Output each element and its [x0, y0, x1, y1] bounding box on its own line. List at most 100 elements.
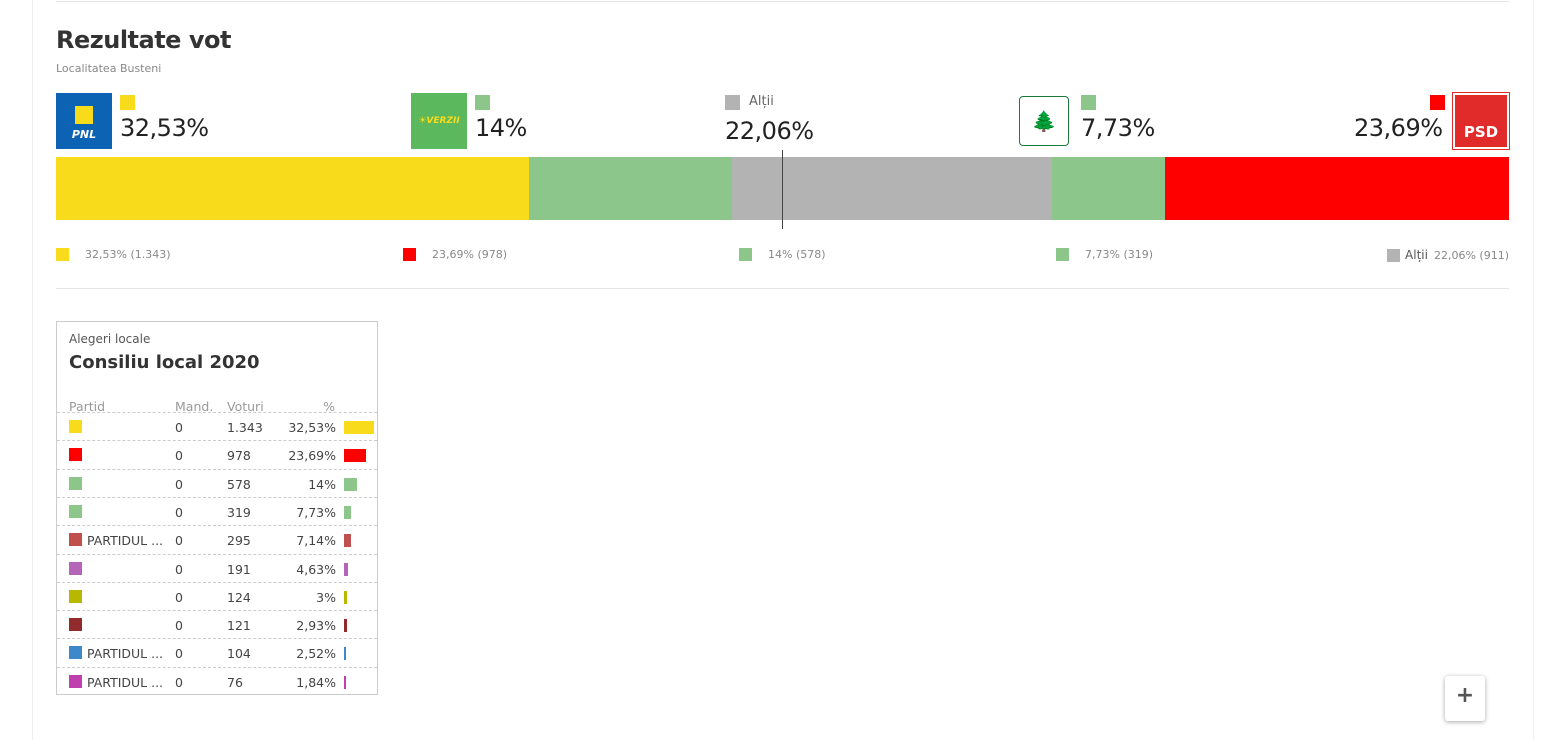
bar-segment[interactable] [1164, 157, 1509, 220]
votes: 578 [227, 476, 251, 492]
zoom-in-button[interactable]: + [1445, 676, 1485, 721]
page-subtitle: Localitatea Busteni [56, 62, 162, 75]
legend-swatch [403, 248, 416, 261]
party-name: PARTIDUL ... [87, 533, 164, 549]
party-swatch [69, 589, 82, 603]
legend-value: 22,06% (911) [1433, 248, 1509, 262]
altii-percent: 22,06% [725, 117, 814, 145]
table-row[interactable]: 0 124 3% [57, 581, 377, 610]
table-row[interactable]: 0 1.343 32,53% [57, 412, 377, 440]
party-swatch [69, 476, 82, 490]
psd-percent: 23,69% [1354, 114, 1443, 142]
party-swatch [69, 533, 82, 547]
percent-bar [344, 590, 347, 604]
mandates: 0 [175, 646, 183, 662]
percent: 7,14% [296, 533, 336, 549]
table-row[interactable]: 0 191 4,63% [57, 553, 377, 582]
verzii-percent: 14% [475, 114, 527, 142]
mandates: 0 [175, 674, 183, 690]
legend-item: 32,53% (1.343) [56, 248, 171, 261]
mandates: 0 [175, 476, 183, 492]
divider [56, 288, 1509, 289]
table-row[interactable]: 0 121 2,93% [57, 610, 377, 638]
pnl-logo: PNL [56, 93, 112, 149]
mandates: 0 [175, 448, 183, 464]
votes: 319 [227, 504, 251, 520]
table-row[interactable]: PARTIDUL ... 0 104 2,52% [57, 638, 377, 666]
legend-item: Alții 22,06% (911) [1387, 248, 1509, 262]
table-row[interactable]: 0 978 23,69% [57, 440, 377, 468]
table-row[interactable]: 0 319 7,73% [57, 496, 377, 525]
legend-swatch [1387, 248, 1401, 262]
percent-bar [344, 534, 351, 548]
party-name: PARTIDUL ... [87, 646, 164, 662]
percent: 32,53% [288, 420, 336, 435]
percent: 1,84% [296, 674, 336, 690]
party-swatch [69, 420, 82, 433]
majority-marker [782, 150, 783, 229]
percent-bar [344, 619, 347, 633]
votes: 1.343 [227, 420, 263, 435]
percent: 2,93% [296, 618, 336, 634]
col-voturi: Voturi [227, 399, 264, 414]
legend-label: Alții [1405, 248, 1428, 262]
legend-swatch [56, 248, 69, 261]
table-row[interactable]: 0 578 14% [57, 468, 377, 497]
legend-value: 7,73% (319) [1085, 248, 1154, 261]
per-logo: 🌲 [1019, 96, 1069, 146]
election-title: Consiliu local 2020 [69, 352, 260, 373]
mandates: 0 [175, 618, 183, 634]
legend-swatch [739, 248, 752, 261]
percent: 3% [316, 589, 336, 605]
legend-value: 32,53% (1.343) [85, 248, 171, 261]
page-frame [32, 0, 1534, 740]
legend-item: 14% (578) [739, 248, 826, 261]
col-pct: % [323, 399, 335, 414]
percent: 14% [308, 476, 336, 492]
percent-bar [344, 421, 374, 434]
verzii-logo: ☀VERZII [411, 93, 467, 149]
votes: 191 [227, 561, 251, 577]
psd-logo: PSD [1452, 92, 1510, 150]
party-swatch [69, 448, 82, 462]
percent-bar [344, 675, 346, 689]
votes: 121 [227, 618, 251, 634]
altii-color-swatch [725, 95, 740, 110]
percent: 23,69% [288, 448, 336, 464]
pnl-percent: 32,53% [120, 114, 209, 142]
col-mand: Mand. [175, 399, 214, 414]
party-swatch [69, 674, 82, 688]
bar-segment[interactable] [1052, 157, 1165, 220]
votes: 104 [227, 646, 251, 662]
percent-bar [344, 562, 349, 576]
legend-value: 23,69% (978) [432, 248, 508, 261]
psd-color-swatch [1430, 95, 1445, 110]
results-table-card: Alegeri locale Consiliu local 2020 Parti… [56, 321, 378, 695]
election-type: Alegeri locale [69, 332, 151, 346]
mandates: 0 [175, 533, 183, 549]
bar-segment[interactable] [732, 157, 1053, 220]
party-swatch [69, 504, 82, 518]
mandates: 0 [175, 589, 183, 605]
mandates: 0 [175, 504, 183, 520]
percent-bar [344, 647, 347, 661]
party-swatch [69, 561, 82, 575]
percent: 7,73% [296, 504, 336, 520]
bar-segment[interactable] [56, 157, 529, 220]
results-bar [56, 157, 1509, 220]
table-row[interactable]: PARTIDUL ... 0 295 7,14% [57, 525, 377, 553]
votes: 124 [227, 589, 251, 605]
col-partid: Partid [69, 399, 106, 414]
bar-segment[interactable] [528, 157, 732, 220]
percent: 4,63% [296, 561, 336, 577]
votes: 76 [227, 674, 243, 690]
percent: 2,52% [296, 646, 336, 662]
per-color-swatch [1081, 95, 1096, 110]
percent-bar [344, 505, 352, 519]
legend-swatch [1056, 248, 1069, 261]
table-row[interactable]: PARTIDUL ... 0 76 1,84% [57, 666, 377, 695]
votes: 978 [227, 448, 251, 464]
altii-label: Alții [749, 94, 774, 109]
legend-item: 7,73% (319) [1056, 248, 1153, 261]
mandates: 0 [175, 420, 183, 435]
